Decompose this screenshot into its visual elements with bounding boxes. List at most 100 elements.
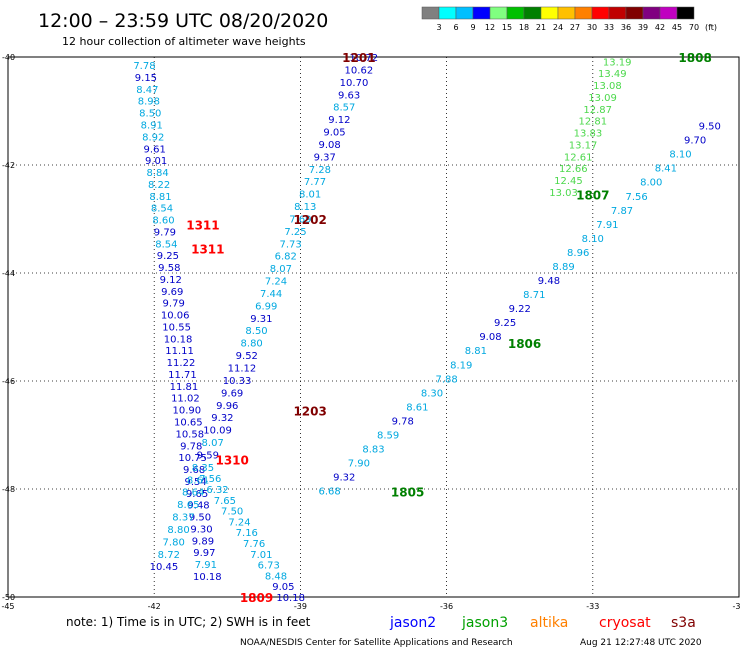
wave-height-value: 13.03 [549, 188, 578, 199]
pass-label: 1201 [342, 51, 375, 65]
wave-height-value: 10.72 [349, 53, 378, 64]
color-scale-label: 33 [604, 23, 614, 32]
wave-height-value: 13.08 [593, 81, 622, 92]
wave-height-value: 7.78 [133, 61, 155, 72]
wave-height-value: 7.90 [348, 459, 370, 470]
wave-height-value: 10.45 [150, 562, 179, 573]
wave-height-value: 10.18 [193, 572, 222, 583]
wave-height-value: 8.83 [362, 445, 384, 456]
wave-height-value: 8.89 [552, 262, 574, 273]
wave-height-value: 9.58 [158, 263, 180, 274]
wave-height-value: 8.65 [177, 500, 199, 511]
wave-height-value: 9.54 [184, 477, 206, 488]
wave-height-value: 12.61 [564, 152, 593, 163]
wave-height-value: 8.37 [172, 513, 194, 524]
wave-height-value: 8.41 [655, 164, 677, 175]
wave-height-value: 9.32 [211, 413, 233, 424]
wave-height-value: 13.09 [588, 93, 617, 104]
wave-height-value: 13.17 [569, 140, 598, 151]
color-scale-label: 6 [453, 23, 458, 32]
wave-height-value: 6.82 [275, 252, 297, 263]
color-scale-label: 3 [436, 23, 441, 32]
wave-height-value: 9.05 [323, 128, 345, 139]
satellite-label: cryosat [599, 615, 651, 631]
color-scale-label: 21 [536, 23, 546, 32]
wave-height-value: 13.83 [574, 129, 603, 140]
pass-label: 1202 [293, 213, 326, 227]
pass-label: 1808 [678, 51, 711, 65]
axis-ticks: -45 -42 -39 -36 -33 -30 -40 -42 -44 -46 -48 -50 [1, 53, 740, 611]
pass-label: 1807 [576, 189, 609, 203]
wave-height-value: 8.48 [265, 571, 287, 582]
wave-height-value: 11.22 [167, 358, 196, 369]
color-swatch [506, 6, 525, 20]
wave-height-value: 7.56 [626, 192, 648, 203]
wave-height-value: 13.19 [603, 57, 632, 68]
y-tick-label: -44 [2, 269, 15, 278]
color-swatch [455, 6, 474, 20]
color-scale-label: (ft) [705, 23, 717, 32]
x-tick-label: -33 [586, 602, 599, 611]
wave-height-value: 7.87 [611, 206, 633, 217]
wave-height-value: 11.02 [171, 394, 200, 405]
wave-height-value: 8.81 [149, 192, 171, 203]
pass-labels: 1201 1202 1203 1311 1311 1310 1809 1808 1807 1806… [186, 51, 712, 605]
wave-height-value: 9.48 [187, 501, 209, 512]
wave-height-value: 8.91 [141, 121, 163, 132]
wave-height-value: 8.64 [182, 488, 204, 499]
wave-height-value: 9.68 [183, 465, 205, 476]
wave-height-value: 8.61 [187, 475, 209, 486]
wave-height-value: 9.05 [272, 582, 294, 593]
y-tick-label: -42 [2, 161, 15, 170]
wave-height-value: 10.75 [178, 453, 207, 464]
plot-area [7, 56, 740, 598]
wave-height-value: 8.60 [152, 216, 174, 227]
wave-height-value: 9.78 [392, 416, 414, 427]
x-tick-label: -42 [148, 602, 161, 611]
footer-note: note: 1) Time is in UTC; 2) SWH is in fe… [66, 615, 311, 629]
satellite-label: s3a [671, 615, 696, 631]
color-scale-label: 27 [570, 23, 580, 32]
x-tick-label: -30 [732, 602, 740, 611]
wave-height-value: 9.52 [236, 351, 258, 362]
wave-height-value: 11.12 [228, 364, 257, 375]
wave-height-value: 12.45 [554, 176, 583, 187]
wave-height-value: 7.56 [199, 474, 221, 485]
pass-label: 1203 [293, 405, 326, 419]
wave-height-value: 8.07 [202, 438, 224, 449]
wave-height-value: 9.31 [250, 314, 272, 325]
wave-height-value: 8.71 [523, 290, 545, 301]
wave-height-value: 8.22 [148, 180, 170, 191]
color-swatch [608, 6, 627, 20]
color-swatch [659, 6, 678, 20]
color-scale-label: 18 [519, 23, 529, 32]
color-swatch [676, 6, 695, 20]
wave-height-value: 9.32 [333, 473, 355, 484]
chart-title: 12:00 – 23:59 UTC 08/20/2020 [38, 10, 328, 32]
wave-height-value: 7.91 [596, 220, 618, 231]
wave-height-value: 6.68 [319, 487, 341, 498]
wave-height-value: 11.81 [170, 382, 199, 393]
color-swatch [540, 6, 559, 20]
wave-height-value: 9.08 [479, 332, 501, 343]
wave-height-value: 9.48 [538, 276, 560, 287]
satellite-label: jason2 [389, 615, 436, 631]
y-tick-label: -50 [2, 593, 15, 602]
wave-height-value: 8.92 [142, 132, 164, 143]
wave-height-value: 9.12 [160, 275, 182, 286]
wave-height-value: 9.25 [157, 251, 179, 262]
color-swatch [421, 6, 440, 20]
wave-height-value: 7.88 [435, 374, 457, 385]
wave-height-value: 9.50 [699, 122, 721, 133]
wave-height-value: 8.35 [192, 463, 214, 474]
wave-height-value: 8.19 [450, 360, 472, 371]
wave-height-value: 10.62 [345, 65, 374, 76]
wave-height-value: 8.80 [167, 525, 189, 536]
wave-height-value: 10.33 [223, 376, 252, 387]
y-tick-label: -46 [2, 377, 15, 386]
wave-height-value: 10.09 [203, 426, 232, 437]
wave-height-value: 7.76 [243, 539, 265, 550]
timestamp-text: Aug 21 12:27:48 UTC 2020 [580, 638, 702, 648]
wave-height-labels: 7.789.158.478.988.508.918.929.619.018.84… [133, 53, 721, 604]
color-scale-label: 24 [553, 23, 563, 32]
